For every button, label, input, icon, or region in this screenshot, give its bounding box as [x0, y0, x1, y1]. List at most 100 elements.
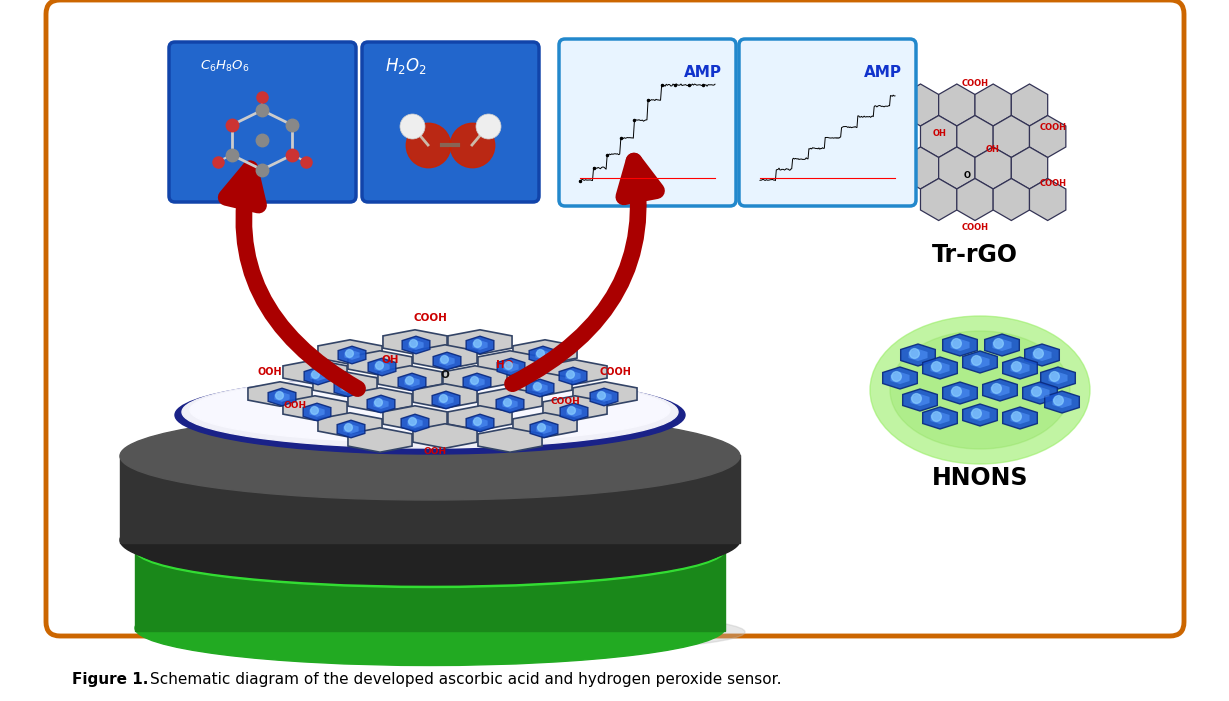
- Polygon shape: [911, 394, 929, 406]
- Bar: [120, 455, 740, 543]
- Polygon shape: [1045, 391, 1079, 413]
- Polygon shape: [338, 346, 366, 364]
- Polygon shape: [408, 340, 424, 350]
- Polygon shape: [993, 116, 1030, 158]
- Polygon shape: [1011, 84, 1047, 126]
- Polygon shape: [318, 413, 382, 437]
- Text: COOH: COOH: [413, 313, 447, 323]
- Polygon shape: [1023, 382, 1057, 404]
- Polygon shape: [383, 329, 447, 354]
- Text: COOH: COOH: [551, 397, 580, 407]
- Polygon shape: [567, 407, 581, 417]
- Text: OH: OH: [381, 355, 398, 365]
- Polygon shape: [908, 349, 928, 361]
- Polygon shape: [472, 418, 488, 428]
- Polygon shape: [344, 350, 360, 360]
- Text: OOH: OOH: [424, 447, 446, 456]
- Polygon shape: [469, 377, 484, 387]
- Ellipse shape: [135, 511, 725, 585]
- Polygon shape: [950, 387, 970, 399]
- Ellipse shape: [120, 496, 740, 584]
- Polygon shape: [902, 389, 938, 411]
- Polygon shape: [311, 371, 326, 381]
- Text: OH: OH: [933, 128, 946, 137]
- FancyBboxPatch shape: [170, 42, 356, 202]
- Polygon shape: [447, 329, 512, 354]
- Polygon shape: [478, 388, 542, 412]
- Polygon shape: [921, 179, 957, 221]
- Polygon shape: [337, 420, 365, 438]
- Polygon shape: [466, 414, 494, 432]
- Text: HO: HO: [497, 360, 514, 370]
- Text: COOH: COOH: [1040, 179, 1067, 187]
- Ellipse shape: [190, 378, 670, 442]
- Ellipse shape: [870, 316, 1090, 464]
- Polygon shape: [433, 352, 461, 370]
- Polygon shape: [375, 362, 390, 372]
- Polygon shape: [923, 357, 957, 379]
- Text: COOH: COOH: [961, 79, 988, 88]
- Text: COOH: COOH: [884, 123, 911, 132]
- Polygon shape: [993, 339, 1011, 351]
- Polygon shape: [447, 406, 512, 430]
- Polygon shape: [1010, 362, 1030, 374]
- Polygon shape: [374, 399, 388, 409]
- Polygon shape: [383, 406, 447, 430]
- Polygon shape: [498, 358, 525, 376]
- Ellipse shape: [175, 376, 685, 454]
- Polygon shape: [478, 350, 542, 375]
- Polygon shape: [532, 383, 548, 393]
- Polygon shape: [413, 424, 477, 448]
- Text: Tr-rGO: Tr-rGO: [932, 243, 1018, 267]
- Polygon shape: [1052, 396, 1072, 408]
- Text: Figure 1.: Figure 1.: [73, 672, 149, 687]
- Polygon shape: [463, 373, 490, 390]
- Text: O: O: [441, 370, 450, 380]
- Polygon shape: [962, 404, 997, 426]
- Polygon shape: [962, 351, 997, 373]
- Polygon shape: [943, 334, 977, 356]
- Polygon shape: [401, 414, 429, 432]
- Polygon shape: [573, 382, 637, 406]
- Polygon shape: [530, 420, 558, 438]
- Polygon shape: [348, 388, 412, 412]
- Polygon shape: [310, 407, 324, 417]
- Polygon shape: [560, 403, 587, 421]
- Polygon shape: [901, 344, 935, 366]
- Polygon shape: [343, 424, 359, 434]
- Ellipse shape: [135, 512, 725, 587]
- Polygon shape: [497, 395, 524, 413]
- Polygon shape: [950, 339, 970, 351]
- Polygon shape: [304, 403, 331, 421]
- Polygon shape: [971, 356, 989, 368]
- Polygon shape: [543, 396, 607, 420]
- Text: $C_6H_8O_6$: $C_6H_8O_6$: [200, 58, 249, 74]
- Polygon shape: [503, 399, 517, 409]
- Polygon shape: [248, 382, 312, 406]
- Polygon shape: [367, 395, 395, 413]
- Polygon shape: [891, 372, 909, 384]
- Polygon shape: [313, 372, 377, 396]
- Polygon shape: [991, 384, 1009, 396]
- Text: COOH: COOH: [599, 367, 630, 377]
- FancyBboxPatch shape: [363, 42, 540, 202]
- Polygon shape: [304, 367, 332, 385]
- Polygon shape: [433, 391, 460, 409]
- Text: COOH: COOH: [1040, 123, 1067, 132]
- Polygon shape: [543, 360, 607, 384]
- Polygon shape: [512, 340, 578, 365]
- Polygon shape: [939, 84, 975, 126]
- Text: $H_2O_2$: $H_2O_2$: [385, 56, 426, 76]
- Polygon shape: [398, 373, 426, 390]
- Bar: [135, 548, 725, 631]
- Text: Figure 1.  Schematic diagram of the developed ascorbic acid and hydrogen peroxid: Figure 1. Schematic diagram of the devel…: [73, 672, 779, 687]
- Polygon shape: [882, 367, 917, 389]
- Ellipse shape: [135, 590, 725, 665]
- Polygon shape: [413, 345, 477, 369]
- Polygon shape: [472, 340, 488, 350]
- Ellipse shape: [120, 412, 740, 500]
- Polygon shape: [1003, 357, 1037, 379]
- Polygon shape: [268, 388, 296, 406]
- Polygon shape: [975, 84, 1011, 126]
- Polygon shape: [1025, 344, 1059, 366]
